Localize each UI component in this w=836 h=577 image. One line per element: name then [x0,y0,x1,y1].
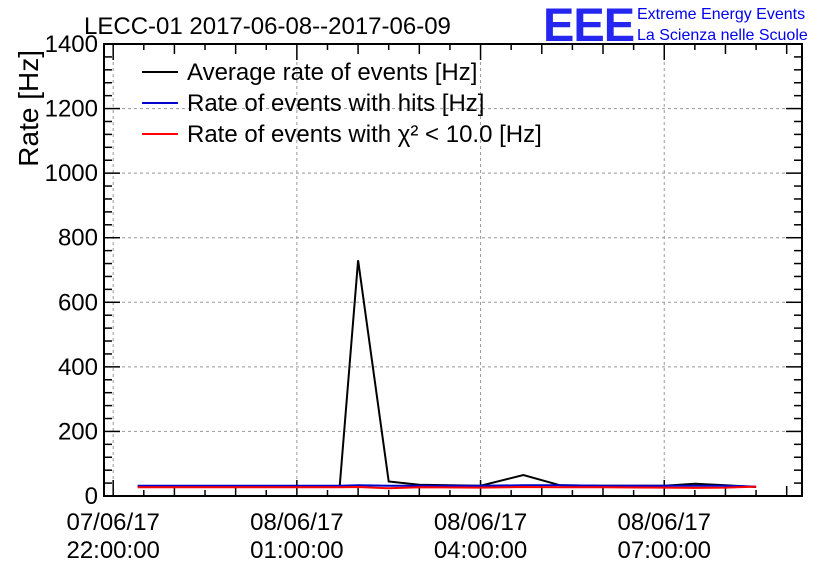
eee-logo: EEE Extreme Energy Events La Scienza nel… [543,0,808,51]
x-tick-label-date: 08/06/17 [618,509,711,536]
x-tick-label-time: 22:00:00 [66,537,159,564]
x-tick-label-date: 08/06/17 [434,509,527,536]
y-tick-label: 600 [58,289,98,316]
y-tick-label: 1000 [45,160,98,187]
logo-mark: EEE [543,0,634,51]
series-line-3 [137,485,757,490]
y-tick-label: 200 [58,418,98,445]
y-tick-label: 0 [85,483,98,510]
chart-title: LECC-01 2017-06-08--2017-06-09 [84,13,451,40]
grid [104,44,802,496]
y-tick-label: 1400 [45,31,98,58]
y-axis-label: Rate [Hz] [13,50,44,167]
legend: Average rate of events [Hz] Rate of event… [142,59,542,148]
x-tick-label-time: 04:00:00 [434,537,527,564]
legend-label-2: Rate of events with hits [Hz] [187,90,484,117]
legend-label-3: Rate of events with χ² < 10.0 [Hz] [187,121,542,148]
plot-frame [103,43,803,497]
y-tick-label: 1200 [45,96,98,123]
y-tick-label: 800 [58,225,98,252]
y-tick-label: 400 [58,354,98,381]
x-tick-label-date: 08/06/17 [250,509,343,536]
series-line-1 [137,260,757,488]
axes: 0 200 400 600 800 1000 1200 1400 07/06/1722:00:0… [45,31,803,564]
logo-line-1: Extreme Energy Events [637,6,805,23]
x-tick-label-time: 01:00:00 [250,537,343,564]
legend-label-1: Average rate of events [Hz] [187,59,477,86]
logo-line-2: La Scienza nelle Scuole [637,27,808,44]
x-tick-label-date: 07/06/17 [66,509,159,536]
x-tick-label-time: 07:00:00 [618,537,711,564]
series [137,260,757,490]
series-line-2 [137,484,757,488]
